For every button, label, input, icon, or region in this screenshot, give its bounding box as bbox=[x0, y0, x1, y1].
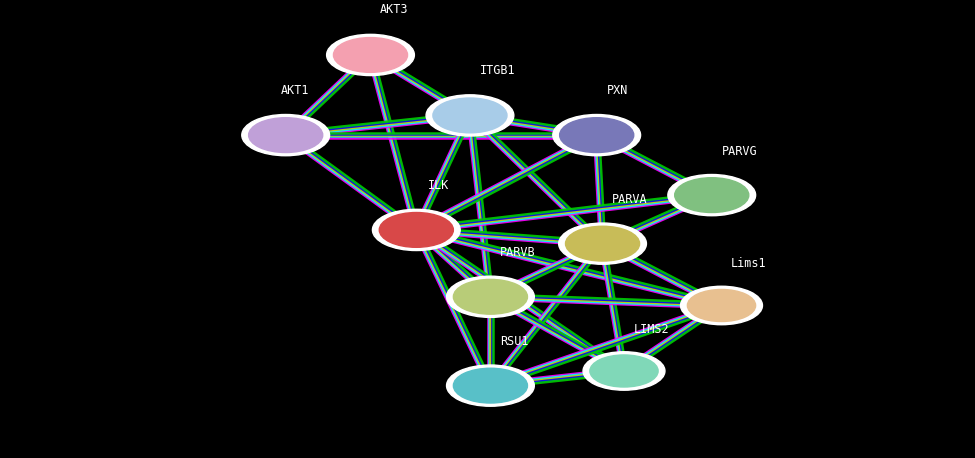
Circle shape bbox=[553, 114, 641, 156]
Circle shape bbox=[453, 368, 527, 403]
Circle shape bbox=[447, 365, 534, 406]
Circle shape bbox=[566, 226, 640, 261]
Text: AKT3: AKT3 bbox=[380, 3, 409, 16]
Text: ITGB1: ITGB1 bbox=[480, 64, 516, 77]
Circle shape bbox=[687, 289, 756, 322]
Circle shape bbox=[433, 98, 507, 133]
Circle shape bbox=[681, 286, 762, 325]
Text: LIMS2: LIMS2 bbox=[634, 323, 670, 336]
Circle shape bbox=[668, 174, 756, 216]
Text: ILK: ILK bbox=[428, 180, 449, 192]
Text: PARVA: PARVA bbox=[612, 193, 648, 206]
Circle shape bbox=[559, 223, 646, 264]
Circle shape bbox=[372, 209, 460, 251]
Circle shape bbox=[333, 38, 408, 72]
Circle shape bbox=[426, 95, 514, 136]
Circle shape bbox=[249, 118, 323, 153]
Circle shape bbox=[447, 276, 534, 317]
Text: RSU1: RSU1 bbox=[500, 335, 528, 348]
Circle shape bbox=[327, 34, 414, 76]
Text: PXN: PXN bbox=[606, 84, 628, 97]
Circle shape bbox=[675, 178, 749, 213]
Text: AKT1: AKT1 bbox=[281, 84, 309, 97]
Circle shape bbox=[583, 352, 665, 390]
Circle shape bbox=[242, 114, 330, 156]
Circle shape bbox=[560, 118, 634, 153]
Circle shape bbox=[590, 355, 658, 387]
Text: PARVB: PARVB bbox=[500, 246, 536, 259]
Text: Lims1: Lims1 bbox=[731, 257, 767, 270]
Circle shape bbox=[379, 213, 453, 247]
Circle shape bbox=[453, 279, 527, 314]
Text: PARVG: PARVG bbox=[722, 145, 758, 158]
